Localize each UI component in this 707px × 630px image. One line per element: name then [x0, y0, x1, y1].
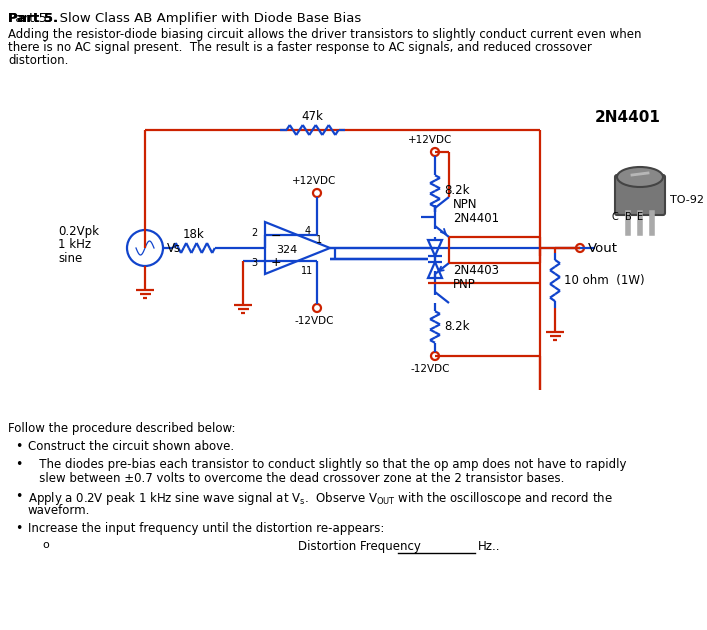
Text: +12VDC: +12VDC	[408, 135, 452, 145]
Text: 1: 1	[316, 235, 322, 245]
Text: distortion.: distortion.	[8, 54, 69, 67]
Text: +: +	[271, 256, 281, 268]
Text: 47k: 47k	[302, 110, 323, 123]
Text: •: •	[15, 458, 23, 471]
Text: 10 ohm  (1W): 10 ohm (1W)	[564, 274, 645, 287]
Text: Follow the procedure described below:: Follow the procedure described below:	[8, 422, 235, 435]
Text: slew between ±0.7 volts to overcome the dead crossover zone at the 2 transistor : slew between ±0.7 volts to overcome the …	[28, 472, 564, 485]
Text: PNP: PNP	[453, 278, 476, 292]
Text: 2N4401: 2N4401	[595, 110, 661, 125]
Text: TO-92: TO-92	[670, 195, 704, 205]
Text: -12VDC: -12VDC	[294, 316, 334, 326]
Text: Vs: Vs	[167, 243, 181, 256]
Text: 8.2k: 8.2k	[444, 185, 469, 197]
Text: 2N4403: 2N4403	[453, 265, 499, 277]
Text: 324: 324	[276, 245, 298, 255]
Text: Part 5.: Part 5.	[8, 12, 58, 25]
Text: 0.2Vpk: 0.2Vpk	[58, 226, 99, 239]
Text: Adding the resistor-diode biasing circuit allows the driver transistors to sligh: Adding the resistor-diode biasing circui…	[8, 28, 641, 41]
Text: Distortion Frequency: Distortion Frequency	[298, 540, 421, 553]
Text: o: o	[42, 540, 49, 550]
Text: •: •	[15, 522, 23, 535]
Text: The diodes pre-bias each transistor to conduct slightly so that the op amp does : The diodes pre-bias each transistor to c…	[28, 458, 626, 471]
Text: Apply a 0.2V peak 1 kHz sine wave signal at $\mathregular{V_s}$.  Observe $\math: Apply a 0.2V peak 1 kHz sine wave signal…	[28, 490, 613, 507]
Text: 3: 3	[251, 258, 257, 268]
Text: Part 5.: Part 5.	[8, 12, 58, 25]
Text: waveform.: waveform.	[28, 504, 90, 517]
Text: •: •	[15, 440, 23, 453]
Text: +12VDC: +12VDC	[292, 176, 337, 186]
Text: Part 5.  Slow Class AB Amplifier with Diode Base Bias: Part 5. Slow Class AB Amplifier with Dio…	[8, 12, 361, 25]
Text: 2: 2	[251, 228, 257, 238]
Text: 4: 4	[305, 226, 311, 236]
Text: 2N4401: 2N4401	[453, 212, 499, 226]
Text: −: −	[271, 229, 281, 243]
Text: Construct the circuit shown above.: Construct the circuit shown above.	[28, 440, 234, 453]
Text: B: B	[624, 212, 631, 222]
Ellipse shape	[617, 167, 663, 187]
Text: Hz..: Hz..	[478, 540, 501, 553]
Text: sine: sine	[58, 251, 82, 265]
FancyBboxPatch shape	[615, 175, 665, 215]
Text: E: E	[637, 212, 643, 222]
Text: •: •	[15, 490, 23, 503]
Text: Vout: Vout	[588, 243, 618, 256]
Text: 18k: 18k	[183, 229, 205, 241]
Text: 1 kHz: 1 kHz	[58, 239, 91, 251]
Text: 11: 11	[301, 266, 313, 276]
Text: Increase the input frequency until the distortion re-appears:: Increase the input frequency until the d…	[28, 522, 385, 535]
Text: 8.2k: 8.2k	[444, 321, 469, 333]
Text: C: C	[612, 212, 619, 222]
Text: NPN: NPN	[453, 198, 477, 212]
Text: there is no AC signal present.  The result is a faster response to AC signals, a: there is no AC signal present. The resul…	[8, 41, 592, 54]
Text: -12VDC: -12VDC	[410, 364, 450, 374]
